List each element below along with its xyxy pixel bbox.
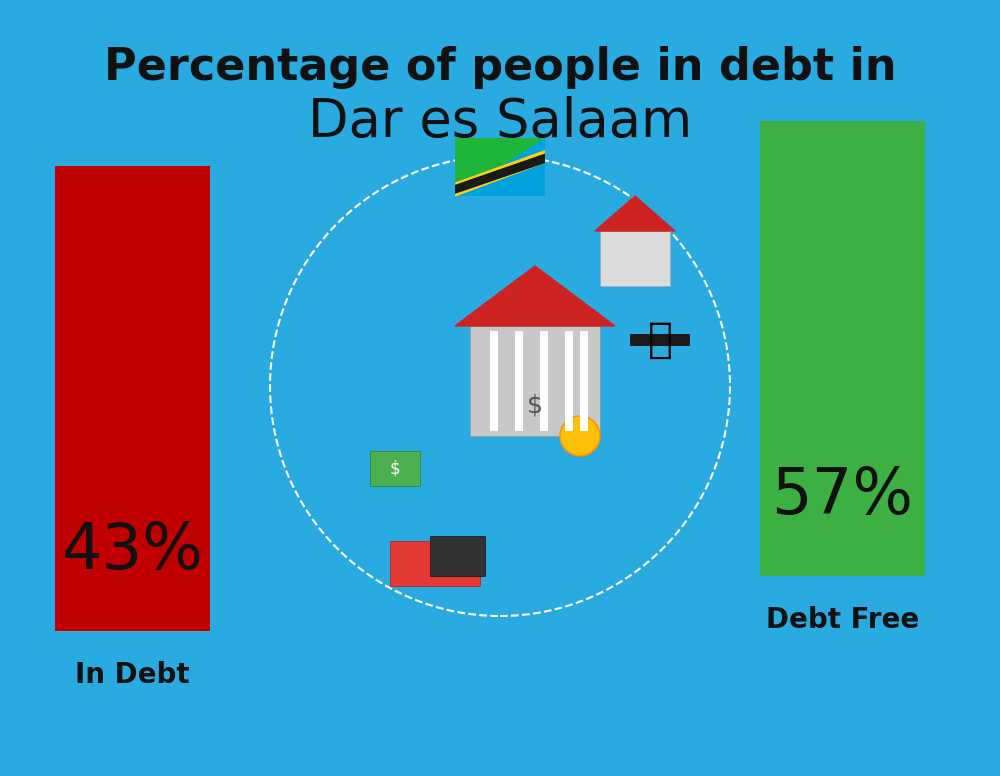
Bar (760, 121, 925, 576)
Polygon shape (455, 138, 545, 196)
Text: 57%: 57% (772, 465, 914, 527)
Bar (515, 331, 523, 431)
Bar (490, 331, 498, 431)
Polygon shape (455, 138, 545, 196)
Bar (565, 331, 573, 431)
Polygon shape (595, 196, 675, 231)
Text: $: $ (527, 394, 543, 418)
Text: 43%: 43% (62, 520, 203, 582)
Bar (540, 331, 548, 431)
Bar (390, 541, 480, 586)
Circle shape (270, 156, 730, 616)
Text: $: $ (390, 460, 400, 478)
Bar (430, 536, 485, 576)
Bar (370, 451, 420, 486)
Bar (470, 326, 600, 436)
Text: 🎓: 🎓 (648, 319, 672, 361)
Text: Dar es Salaam: Dar es Salaam (308, 96, 692, 148)
Polygon shape (455, 151, 545, 196)
Polygon shape (455, 154, 545, 193)
Bar (55, 166, 210, 631)
Bar (630, 334, 690, 346)
Text: In Debt: In Debt (75, 661, 190, 689)
Polygon shape (455, 266, 615, 326)
Text: Debt Free: Debt Free (766, 606, 919, 634)
Text: Percentage of people in debt in: Percentage of people in debt in (104, 46, 896, 89)
Circle shape (560, 416, 600, 456)
Bar (580, 331, 588, 431)
Bar (600, 231, 670, 286)
